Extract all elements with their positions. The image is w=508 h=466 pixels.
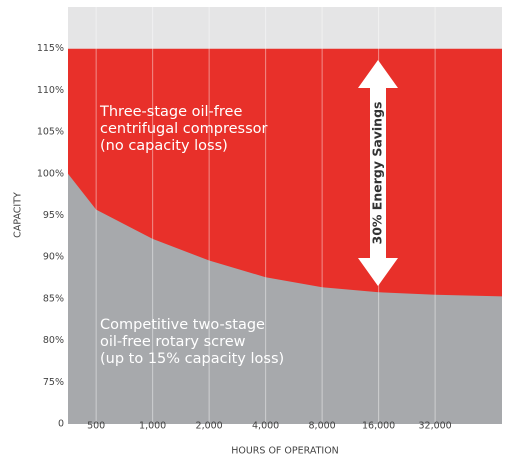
x-tick-label: 1,000 <box>139 421 166 432</box>
y-tick-label: 115% <box>37 43 64 54</box>
x-tick-label: 500 <box>87 421 105 432</box>
savings-arrow <box>358 60 398 286</box>
series-label: Three-stage oil-free centrifugal compres… <box>100 104 268 154</box>
x-tick-label: 2,000 <box>196 421 223 432</box>
y-tick-label: 100% <box>37 168 64 179</box>
y-tick-label: 0 <box>58 419 64 430</box>
y-tick-label: 110% <box>37 85 64 96</box>
series-label: Competitive two-stage oil-free rotary sc… <box>100 317 285 367</box>
y-axis-label: CAPACITY <box>13 192 24 238</box>
x-axis-label: HOURS OF OPERATION <box>231 446 339 457</box>
x-tick-label: 4,000 <box>252 421 279 432</box>
x-tick-label: 8,000 <box>309 421 336 432</box>
y-tick-label: 90% <box>43 252 64 263</box>
x-tick-label: 32,000 <box>418 421 451 432</box>
y-tick-label: 80% <box>43 335 64 346</box>
y-tick-label: 85% <box>43 293 64 304</box>
y-tick-label: 95% <box>43 210 64 221</box>
y-tick-label: 75% <box>43 377 64 388</box>
y-tick-label: 105% <box>37 127 64 138</box>
x-tick-label: 16,000 <box>362 421 395 432</box>
area <box>68 173 502 424</box>
annotation: 30% Energy Savings <box>370 102 385 245</box>
